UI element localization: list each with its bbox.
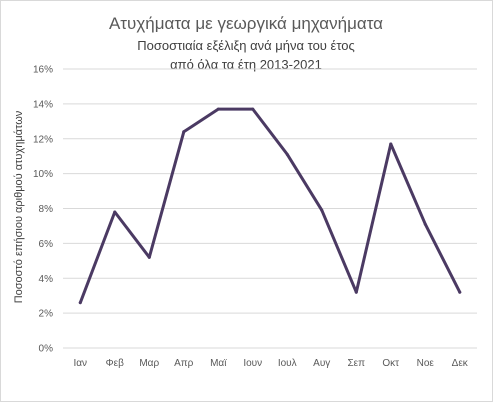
chart-subtitle-line-1: Ποσοστιαία εξέλιξη ανά μήνα του έτος [137,38,355,53]
y-tick-label: 2% [39,309,54,320]
x-tick-label: Μαϊ [210,358,227,369]
x-tick-label: Σεπ [347,358,365,369]
data-point [147,255,151,259]
data-point [423,222,427,226]
chart-title: Ατυχήματα με γεωργικά μηχανήματα [109,14,383,33]
x-tick-label: Ιουν [243,358,262,369]
data-point [458,290,462,294]
data-point [354,290,358,294]
data-point [285,152,289,156]
y-tick-label: 6% [39,239,54,250]
data-point [113,210,117,214]
data-point [182,130,186,134]
x-tick-label: Οκτ [382,358,399,369]
y-tick-label: 14% [33,99,53,110]
x-tick-labels: Ιαν Φεβ Μαρ Απρ Μαϊ Ιουν Ιουλ Αυγ Σεπ Οκτ Νοε Δεκ [73,358,468,369]
y-tick-label: 16% [33,65,53,76]
y-tick-label: 12% [33,134,53,145]
data-point [251,107,255,111]
series-line [78,107,462,305]
gridlines [63,68,477,349]
y-tick-label: 8% [39,204,54,215]
data-point [78,301,82,305]
y-tick-label: 0% [39,344,54,355]
x-tick-label: Απρ [174,358,194,369]
y-tick-labels: 0% 2% 4% 6% 8% 10% 12% 14% 16% [33,65,53,355]
x-tick-label: Δεκ [452,358,469,369]
x-tick-label: Φεβ [106,358,124,369]
x-tick-label: Ιουλ [278,358,297,369]
x-tick-label: Αυγ [313,358,330,369]
y-tick-label: 4% [39,274,54,285]
data-point [389,142,393,146]
y-tick-label: 10% [33,169,53,180]
series-layer [78,107,462,305]
data-point [216,107,220,111]
y-axis-label: Ποσοστό επήσιου αριθμού ατυχημάτων [13,110,25,303]
x-tick-label: Ιαν [73,358,87,369]
data-point [320,208,324,212]
x-tick-label: Νοε [417,358,435,369]
chart-subtitle-line-2: από όλα τα έτη 2013-2021 [170,57,322,72]
x-tick-label: Μαρ [139,358,159,369]
